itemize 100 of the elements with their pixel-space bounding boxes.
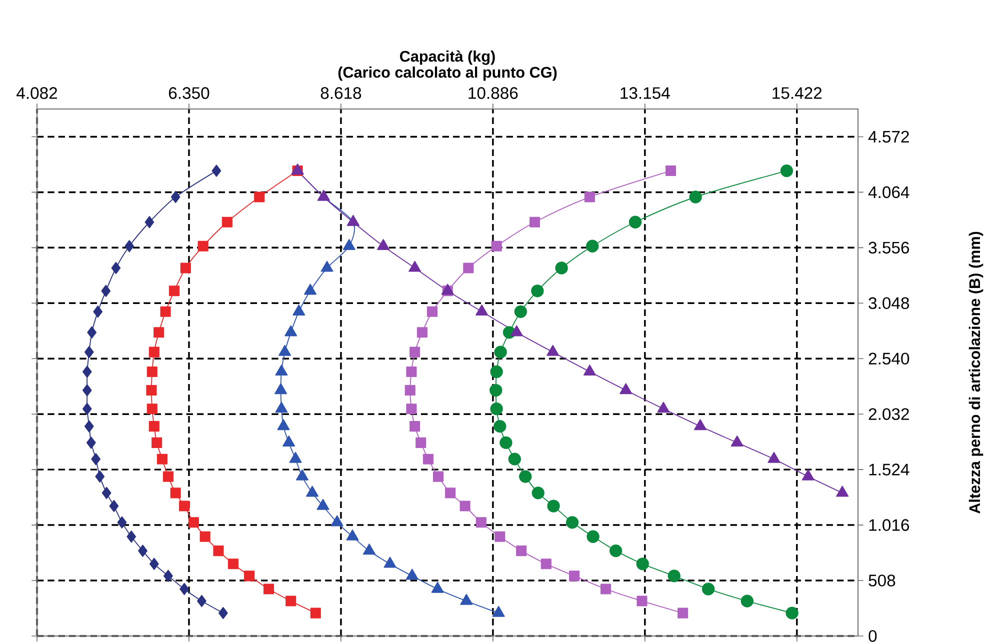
point <box>95 470 105 483</box>
point <box>180 262 191 274</box>
y-tick-label: 3.048 <box>868 297 910 310</box>
point <box>275 402 288 413</box>
point <box>149 558 159 570</box>
point <box>148 346 160 358</box>
point <box>586 530 600 543</box>
point <box>583 364 596 376</box>
point <box>146 366 158 377</box>
x-tick-label: 13.154 <box>620 87 670 99</box>
point <box>636 558 649 570</box>
point <box>274 383 288 394</box>
point <box>406 366 417 377</box>
point <box>126 530 136 543</box>
point <box>445 488 456 498</box>
point <box>666 166 676 176</box>
x-tick-label: 10.886 <box>468 87 518 99</box>
point <box>730 436 744 447</box>
point <box>694 419 707 430</box>
point <box>82 366 92 378</box>
point <box>408 260 422 272</box>
point <box>609 544 622 558</box>
point <box>162 471 174 482</box>
y-tick-label: 2.032 <box>868 408 909 420</box>
point <box>277 419 290 430</box>
point <box>170 488 181 498</box>
point <box>620 383 632 394</box>
point <box>138 544 148 557</box>
point <box>494 420 506 433</box>
point <box>547 500 560 512</box>
y-tick-label: 2.540 <box>868 352 910 365</box>
point <box>284 325 298 336</box>
point <box>154 327 164 338</box>
point <box>244 570 255 582</box>
point <box>228 558 238 570</box>
point <box>546 344 560 356</box>
point <box>362 544 376 555</box>
point <box>406 404 417 414</box>
point <box>600 584 612 594</box>
x-tick-label: 8.618 <box>320 87 362 99</box>
point <box>304 284 317 295</box>
point <box>476 304 488 316</box>
point <box>117 516 127 528</box>
point <box>111 262 121 274</box>
point <box>657 402 670 413</box>
point <box>146 404 158 414</box>
point <box>410 346 420 358</box>
x-tick-label: 4.082 <box>16 87 58 99</box>
point <box>278 344 292 356</box>
point <box>416 437 426 448</box>
point <box>514 305 528 318</box>
point <box>416 327 428 338</box>
point <box>275 364 288 376</box>
point <box>510 325 523 336</box>
point <box>197 594 206 608</box>
point <box>320 260 334 272</box>
point <box>426 306 438 317</box>
point <box>490 402 503 416</box>
text: (Carico calcolato al punto CG) <box>338 66 557 81</box>
point <box>254 192 265 202</box>
point <box>786 606 798 620</box>
point <box>555 262 568 274</box>
point <box>170 190 180 204</box>
point <box>702 582 715 596</box>
point <box>180 582 189 596</box>
point <box>213 546 224 556</box>
point <box>93 306 103 318</box>
point <box>529 216 540 228</box>
point <box>222 216 232 228</box>
point <box>91 453 101 466</box>
point <box>179 500 190 512</box>
point <box>566 516 579 529</box>
point <box>432 471 444 482</box>
point <box>422 454 434 464</box>
point <box>494 531 506 542</box>
point <box>491 240 502 252</box>
point <box>263 584 274 594</box>
point <box>101 284 111 297</box>
point <box>188 517 199 528</box>
point <box>144 216 154 228</box>
point <box>516 546 527 556</box>
point <box>152 437 162 448</box>
y-tick-label: 0 <box>868 630 877 642</box>
point <box>740 594 754 608</box>
x-tick-label: 15.422 <box>772 87 822 99</box>
point <box>282 436 296 447</box>
point <box>404 385 416 396</box>
point <box>109 500 119 512</box>
point <box>168 286 180 296</box>
point <box>310 608 321 618</box>
y-tick-label: 3.556 <box>868 242 910 254</box>
point <box>330 515 344 526</box>
point <box>156 454 168 464</box>
point <box>146 385 157 396</box>
y-axis-title: Altezza perno di articolazione (B) (mm) <box>968 232 984 514</box>
point <box>519 470 532 483</box>
point <box>377 239 390 250</box>
point <box>586 240 599 252</box>
point <box>292 304 306 316</box>
point <box>87 326 96 338</box>
